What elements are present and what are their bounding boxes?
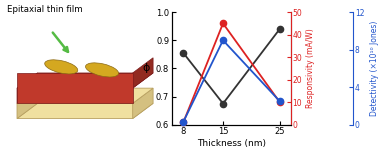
Polygon shape — [17, 73, 37, 103]
Ellipse shape — [85, 63, 119, 77]
Text: Epitaxial thin film: Epitaxial thin film — [7, 5, 82, 14]
Polygon shape — [133, 88, 153, 119]
Y-axis label: ϕ: ϕ — [143, 63, 150, 73]
Y-axis label: Detectivity (×10¹⁰ Jones): Detectivity (×10¹⁰ Jones) — [370, 21, 378, 116]
Text: SrTiO₃: SrTiO₃ — [62, 92, 88, 101]
Polygon shape — [17, 88, 37, 119]
Polygon shape — [17, 73, 133, 103]
Polygon shape — [17, 88, 153, 103]
Polygon shape — [133, 58, 153, 88]
Ellipse shape — [45, 60, 78, 74]
Polygon shape — [17, 103, 153, 119]
Polygon shape — [17, 73, 153, 88]
X-axis label: Thickness (nm): Thickness (nm) — [197, 139, 266, 148]
Y-axis label: Responsivity (mA/W): Responsivity (mA/W) — [306, 29, 315, 108]
